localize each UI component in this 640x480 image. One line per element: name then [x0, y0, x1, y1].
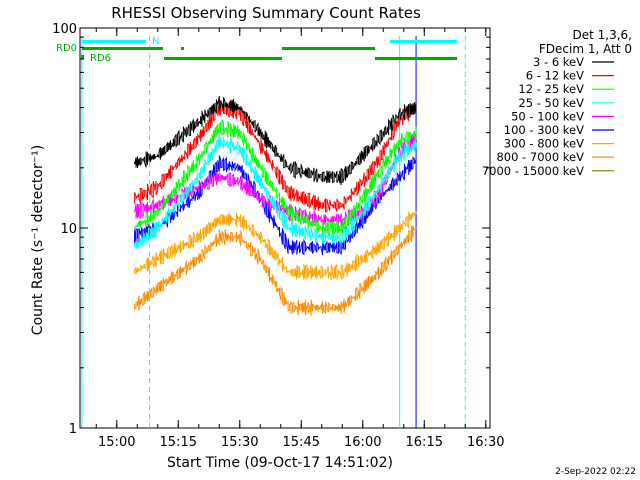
y-tick-label: 10 [60, 222, 77, 237]
legend-header-2: FDecim 1, Att 0 [539, 42, 632, 56]
x-tick-label: 16:15 [406, 435, 443, 450]
series-layer [134, 96, 417, 316]
x-axis-label: Start Time (09-Oct-17 14:51:02) [167, 455, 393, 471]
y-tick-label: 1 [69, 422, 77, 437]
y-tick-label: 100 [52, 22, 77, 37]
series-line [134, 134, 417, 250]
flag-bar-rd0 [82, 47, 163, 50]
x-tick-label: 15:45 [283, 435, 320, 450]
flag-marker-rd6 [81, 55, 84, 59]
y-axis: 1 10 100 [52, 22, 490, 437]
legend-entry-label: 800 - 7000 keV [496, 150, 584, 164]
x-tick-label: 16:00 [344, 435, 381, 450]
flag-label-n: N [152, 36, 159, 47]
legend-header-1: Det 1,3,6, [573, 28, 633, 42]
x-tick-label: 15:30 [221, 435, 258, 450]
legend-entry-label: 50 - 100 keV [511, 109, 584, 123]
y-axis-label: Count Rate (s⁻¹ detector⁻¹) [30, 145, 46, 335]
legend-entry-label: 12 - 25 keV [518, 82, 584, 96]
legend-entry-label: 25 - 50 keV [518, 96, 584, 110]
flag-bar-rd6 [164, 57, 282, 60]
series-line [134, 96, 417, 186]
series-line [134, 99, 417, 213]
legend-entry-label: 3 - 6 keV [533, 55, 584, 69]
flag-bar-n [82, 40, 146, 43]
flag-label-rd0: RD0 [56, 43, 77, 54]
flag-bar-rd0 [181, 47, 184, 50]
x-tick-label: 16:30 [467, 435, 504, 450]
legend-entry-label: 300 - 800 keV [504, 137, 584, 151]
vertical-markers [81, 36, 466, 428]
flag-bar-rd6 [375, 57, 457, 60]
x-axis: 15:00 15:15 15:30 15:45 16:00 16:15 16:30 [95, 28, 504, 450]
chart-title: RHESSI Observing Summary Count Rates [111, 4, 421, 22]
legend-entry-label: 100 - 300 keV [504, 123, 584, 137]
flag-bars: N RD0 RD6 [56, 36, 457, 64]
timestamp: 2-Sep-2022 02:22 [555, 467, 636, 477]
x-tick-label: 15:00 [98, 435, 135, 450]
series-line [134, 118, 417, 236]
x-tick-label: 15:15 [160, 435, 197, 450]
series-line [134, 211, 417, 281]
legend-entry-label: 6 - 12 keV [526, 69, 584, 83]
flag-bar-n [390, 40, 457, 43]
flag-label-rd6: RD6 [90, 53, 111, 64]
flag-bar-rd0 [282, 47, 375, 50]
series-line [134, 225, 417, 316]
legend-entry-label: 7000 - 15000 keV [482, 164, 584, 178]
